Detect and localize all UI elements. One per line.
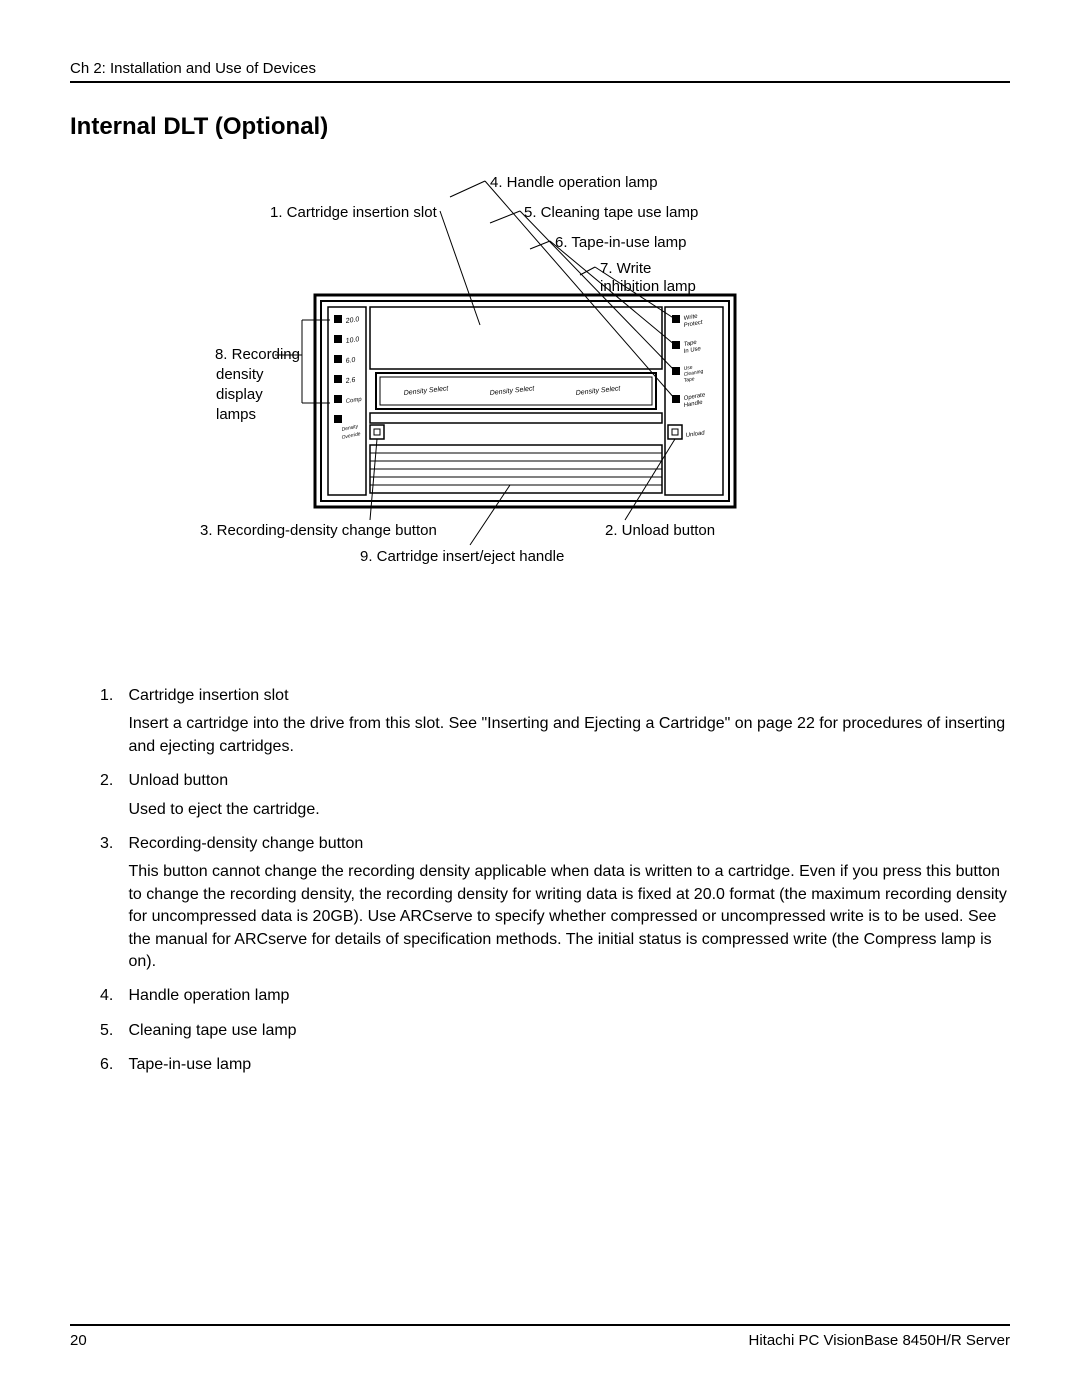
list-item-4: 4. Handle operation lamp (100, 985, 1010, 1007)
item-num: 4. (100, 985, 124, 1007)
right-lamps: Write Protect Tape In Use Use Cleaning T… (672, 314, 706, 409)
svg-text:2.6: 2.6 (344, 377, 356, 385)
page-number: 20 (70, 1332, 87, 1349)
item-desc: Insert a cartridge into the drive from t… (128, 713, 1008, 758)
svg-text:Tape: Tape (683, 376, 695, 384)
description-list: 1. Cartridge insertion slot Insert a car… (100, 685, 1010, 1076)
item-title: Tape-in-use lamp (128, 1056, 251, 1073)
item-num: 6. (100, 1054, 124, 1076)
header-rule (70, 81, 1010, 83)
list-item-6: 6. Tape-in-use lamp (100, 1054, 1010, 1076)
product-name: Hitachi PC VisionBase 8450H/R Server (748, 1332, 1010, 1349)
item-title: Cartridge insertion slot (128, 687, 288, 704)
svg-text:Comp: Comp (345, 397, 362, 405)
item-title: Cleaning tape use lamp (128, 1022, 296, 1039)
item-num: 2. (100, 770, 124, 792)
left-lamps: 20.0 10.0 6.0 2.6 Comp Density Override (334, 315, 363, 441)
item-num: 1. (100, 685, 124, 707)
svg-text:10.0: 10.0 (345, 336, 360, 345)
item-num: 3. (100, 833, 124, 855)
list-item-3: 3. Recording-density change button This … (100, 833, 1010, 973)
item-desc: This button cannot change the recording … (128, 861, 1008, 973)
diagram-svg: 20.0 10.0 6.0 2.6 Comp Density Override (70, 165, 1010, 665)
list-item-1: 1. Cartridge insertion slot Insert a car… (100, 685, 1010, 758)
item-title: Recording-density change button (128, 835, 363, 852)
list-item-2: 2. Unload button Used to eject the cartr… (100, 770, 1010, 821)
svg-text:Density Select: Density Select (403, 385, 449, 397)
list-item-5: 5. Cleaning tape use lamp (100, 1020, 1010, 1042)
page: Ch 2: Installation and Use of Devices In… (0, 0, 1080, 1397)
item-num: 5. (100, 1020, 124, 1042)
item-title: Handle operation lamp (128, 987, 289, 1004)
svg-text:Density Select: Density Select (575, 385, 621, 397)
footer: 20 Hitachi PC VisionBase 8450H/R Server (70, 1324, 1010, 1349)
svg-text:6.0: 6.0 (345, 357, 356, 365)
chapter-header: Ch 2: Installation and Use of Devices (70, 60, 1010, 77)
section-title: Internal DLT (Optional) (70, 113, 1010, 141)
footer-rule (70, 1324, 1010, 1326)
svg-text:Unload: Unload (685, 430, 705, 439)
item-title: Unload button (128, 772, 228, 789)
item-desc: Used to eject the cartridge. (128, 799, 1008, 821)
dlt-diagram: 4. Handle operation lamp 1. Cartridge in… (70, 165, 1010, 665)
svg-text:Density Select: Density Select (489, 385, 535, 397)
svg-text:20.0: 20.0 (344, 316, 360, 325)
